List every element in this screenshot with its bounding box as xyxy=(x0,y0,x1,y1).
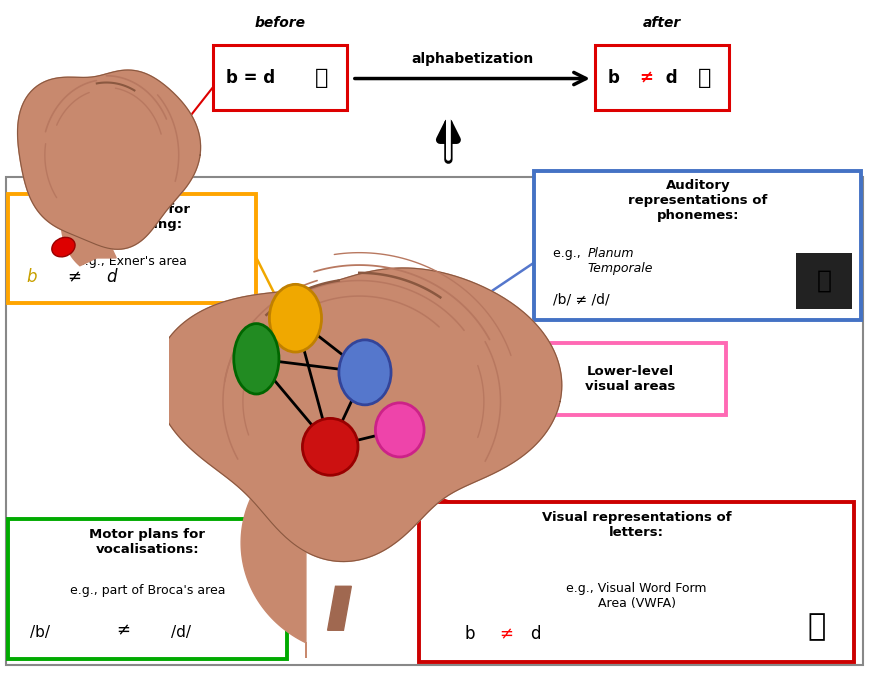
Text: 👁: 👁 xyxy=(315,68,328,88)
FancyBboxPatch shape xyxy=(419,502,854,662)
Text: b: b xyxy=(465,625,475,643)
Text: d: d xyxy=(530,625,541,643)
Text: /b/ ≠ /d/: /b/ ≠ /d/ xyxy=(553,292,609,306)
Text: b: b xyxy=(26,268,36,286)
Polygon shape xyxy=(328,586,351,630)
Text: Auditory
representations of
phonemes:: Auditory representations of phonemes: xyxy=(628,179,767,223)
FancyBboxPatch shape xyxy=(8,194,256,303)
Text: before: before xyxy=(255,16,305,30)
Text: Lower-level
visual areas: Lower-level visual areas xyxy=(586,365,675,393)
Text: Motor plans for
vocalisations:: Motor plans for vocalisations: xyxy=(90,528,205,556)
Polygon shape xyxy=(155,268,561,561)
FancyBboxPatch shape xyxy=(796,253,852,309)
FancyBboxPatch shape xyxy=(6,177,863,665)
Text: /b/: /b/ xyxy=(30,625,50,640)
Text: Visual representations of
letters:: Visual representations of letters: xyxy=(541,511,732,539)
Text: b = d: b = d xyxy=(226,69,275,87)
FancyBboxPatch shape xyxy=(595,45,729,110)
Text: 👂: 👂 xyxy=(816,269,832,293)
Ellipse shape xyxy=(375,403,424,457)
Text: 👁: 👁 xyxy=(698,68,711,88)
Text: Planum
Temporale: Planum Temporale xyxy=(587,247,653,275)
Text: ≠: ≠ xyxy=(500,625,514,643)
Text: ≠: ≠ xyxy=(116,621,130,640)
Text: e.g., Exner's area: e.g., Exner's area xyxy=(77,255,187,268)
Ellipse shape xyxy=(302,418,358,475)
Text: ≠: ≠ xyxy=(640,69,653,87)
Text: after: after xyxy=(643,16,681,30)
Text: e.g., part of Broca's area: e.g., part of Broca's area xyxy=(70,584,225,596)
Ellipse shape xyxy=(339,340,391,405)
Polygon shape xyxy=(62,179,116,266)
FancyBboxPatch shape xyxy=(213,45,347,110)
Text: /d/: /d/ xyxy=(171,625,191,640)
Text: alphabetization: alphabetization xyxy=(411,52,534,66)
FancyBboxPatch shape xyxy=(8,519,287,659)
Text: e.g., Visual Word Form
Area (VWFA): e.g., Visual Word Form Area (VWFA) xyxy=(567,582,706,610)
FancyBboxPatch shape xyxy=(534,171,861,320)
FancyBboxPatch shape xyxy=(534,343,726,415)
Text: b: b xyxy=(608,69,626,87)
Text: d: d xyxy=(660,69,678,87)
Text: ≠: ≠ xyxy=(67,268,81,286)
Polygon shape xyxy=(17,70,201,249)
Ellipse shape xyxy=(52,238,75,257)
Text: e.g.,: e.g., xyxy=(553,247,585,260)
Ellipse shape xyxy=(234,324,279,394)
Text: d: d xyxy=(106,268,116,286)
Text: 👁: 👁 xyxy=(807,612,826,641)
Text: Motor plans for
handwritting:: Motor plans for handwritting: xyxy=(74,203,190,231)
Ellipse shape xyxy=(269,284,322,352)
